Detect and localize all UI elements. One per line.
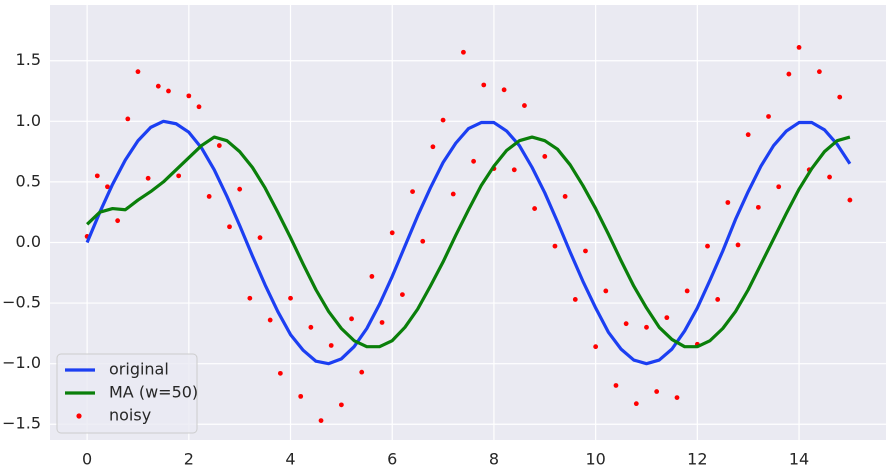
point: [450, 191, 456, 197]
point: [583, 248, 588, 254]
line: [85, 119, 852, 366]
point: [338, 402, 344, 408]
point: [705, 243, 710, 249]
point: [105, 184, 110, 190]
point: [654, 389, 660, 394]
point: [522, 103, 527, 108]
x-tick-label: 14: [789, 450, 809, 469]
point: [603, 288, 609, 294]
point: [349, 316, 354, 322]
legend-label: noisy: [109, 406, 151, 425]
x-tick-label: 12: [687, 450, 707, 469]
point: [227, 224, 232, 230]
point: [827, 174, 832, 180]
y-tick-label: −1.5: [2, 414, 41, 433]
point: [389, 230, 395, 236]
x-tick-label: 6: [387, 450, 397, 469]
x-tick-label: 8: [489, 450, 499, 469]
point: [328, 343, 334, 348]
point: [206, 194, 212, 199]
legend: original MA (w=50) noisy: [56, 353, 198, 434]
point: [532, 206, 538, 211]
point: [511, 167, 517, 173]
point: [593, 344, 599, 350]
point: [745, 132, 751, 138]
point: [308, 324, 314, 330]
point: [115, 218, 121, 224]
point: [440, 117, 446, 123]
point: [257, 235, 263, 241]
point: [420, 238, 426, 244]
point: [186, 93, 192, 99]
point: [501, 87, 507, 93]
point: [816, 69, 822, 75]
point: [400, 292, 405, 297]
point: [684, 288, 690, 294]
point: [379, 320, 385, 325]
x-tick-label: 0: [82, 450, 92, 469]
point: [481, 82, 487, 88]
point: [644, 324, 649, 330]
point: [166, 88, 171, 94]
point: [125, 116, 131, 122]
point: [288, 295, 293, 301]
point: [196, 104, 202, 110]
point: [755, 204, 761, 210]
point: [277, 370, 283, 376]
point: [369, 274, 375, 279]
point: [725, 200, 731, 205]
point: [176, 173, 182, 179]
legend-marker: [76, 413, 82, 419]
point: [155, 83, 161, 89]
y-tick-label: 1.5: [16, 50, 41, 69]
y-tick-label: 0.0: [16, 232, 41, 251]
point: [298, 393, 304, 399]
point: [135, 69, 141, 75]
legend-label: original: [109, 360, 169, 379]
x-tick-label: 2: [184, 450, 194, 469]
x-tick-label: 10: [585, 450, 605, 469]
point: [674, 395, 680, 400]
point: [359, 369, 365, 375]
point: [715, 297, 721, 302]
point: [613, 383, 619, 388]
point: [267, 317, 273, 323]
legend-box: [56, 353, 198, 434]
point: [837, 94, 843, 100]
point: [471, 158, 476, 164]
point: [237, 186, 243, 192]
point: [633, 401, 639, 407]
point: [776, 184, 782, 190]
legend-label: MA (w=50): [109, 383, 198, 402]
y-tick-label: −1.0: [2, 353, 41, 372]
point: [461, 49, 466, 55]
point: [766, 114, 771, 119]
point: [552, 243, 558, 249]
point: [735, 242, 741, 248]
y-tick-label: 1.0: [16, 111, 41, 130]
point: [572, 297, 578, 302]
point: [216, 143, 222, 148]
point: [430, 144, 436, 150]
point: [94, 173, 100, 179]
point: [623, 321, 629, 327]
point: [145, 175, 151, 181]
y-tick-label: 0.5: [16, 171, 41, 190]
point: [796, 45, 802, 50]
x-tick-label: 4: [285, 450, 295, 469]
point: [664, 315, 670, 321]
point: [318, 418, 324, 424]
point: [847, 197, 853, 203]
point: [247, 295, 253, 301]
y-tick-label: −0.5: [2, 293, 41, 312]
line: [86, 135, 851, 349]
point: [786, 71, 792, 77]
point: [542, 154, 548, 159]
point: [410, 189, 415, 195]
point: [562, 194, 568, 199]
